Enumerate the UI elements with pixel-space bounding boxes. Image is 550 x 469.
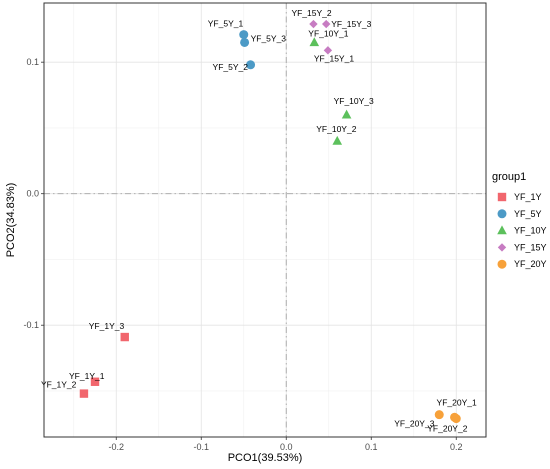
data-point xyxy=(246,60,256,70)
x-axis-label: PCO1(39.53%) xyxy=(228,452,303,464)
data-point xyxy=(309,19,318,29)
point-label: YF_10Y_3 xyxy=(334,96,374,106)
legend-key xyxy=(497,192,507,202)
x-tick-label: 0.1 xyxy=(365,442,378,452)
plot-background xyxy=(44,3,486,437)
y-tick-label: -0.1 xyxy=(23,320,39,330)
data-point xyxy=(90,377,100,386)
data-point xyxy=(322,19,331,29)
data-point xyxy=(332,135,343,145)
point-label: YF_15Y_1 xyxy=(314,53,354,63)
point-label: YF_5Y_2 xyxy=(213,62,249,72)
data-point xyxy=(323,46,333,55)
x-tick-label: -0.1 xyxy=(193,442,209,452)
legend-label: YF_20Y xyxy=(514,259,547,269)
data-point xyxy=(240,37,250,47)
legend-key xyxy=(497,225,507,235)
point-label: YF_20Y_3 xyxy=(394,419,434,429)
point-label: YF_1Y_1 xyxy=(69,371,105,381)
data-point xyxy=(341,109,352,119)
data-points xyxy=(79,19,461,424)
data-point xyxy=(239,30,249,40)
y-axis-label: PCO2(34.83%) xyxy=(5,183,17,258)
legend-title: group1 xyxy=(492,171,526,183)
point-label: YF_15Y_3 xyxy=(331,19,371,29)
point-label: YF_5Y_3 xyxy=(251,33,287,43)
x-tick-label: 0.2 xyxy=(450,442,463,452)
y-axis-ticks: -0.1 0.0 0.1 xyxy=(23,57,44,330)
point-label: YF_15Y_2 xyxy=(291,8,331,18)
point-labels: YF_1Y_1YF_1Y_2 YF_1Y_3 YF_5Y_1 YF_5Y_3 YF_5Y… xyxy=(41,8,477,434)
point-label: YF_10Y_2 xyxy=(316,124,356,134)
point-label: YF_20Y_2 xyxy=(427,424,467,434)
legend-label: YF_10Y xyxy=(514,226,547,236)
reference-lines xyxy=(44,3,486,437)
data-point xyxy=(434,410,444,420)
x-tick-label: -0.2 xyxy=(108,442,124,452)
legend-key xyxy=(497,209,507,219)
y-tick-label: 0.1 xyxy=(26,57,39,67)
legend-label: YF_1Y xyxy=(514,192,542,202)
legend-label: YF_15Y xyxy=(514,242,547,252)
point-label: YF_1Y_3 xyxy=(89,321,125,331)
point-label: YF_10Y_1 xyxy=(308,28,348,38)
legend-key xyxy=(497,259,507,269)
x-axis-ticks: -0.2 -0.1 0.0 0.1 0.2 xyxy=(108,437,463,452)
data-point xyxy=(309,37,320,47)
data-point xyxy=(79,389,89,398)
data-point xyxy=(451,414,461,424)
data-point xyxy=(120,332,129,342)
point-label: YF_20Y_1 xyxy=(437,397,477,407)
plot-border xyxy=(43,2,487,438)
legend-key xyxy=(497,243,507,252)
point-label: YF_5Y_1 xyxy=(208,19,244,29)
legend: group1 YF_1Y YF_5Y YF_10Y YF_15Y YF_20Y xyxy=(492,171,547,269)
y-tick-label: 0.0 xyxy=(26,189,39,199)
legend-label: YF_5Y xyxy=(514,209,542,219)
x-tick-label: 0.0 xyxy=(280,442,293,452)
grid-minor xyxy=(44,3,486,437)
point-label: YF_1Y_2 xyxy=(41,380,77,390)
